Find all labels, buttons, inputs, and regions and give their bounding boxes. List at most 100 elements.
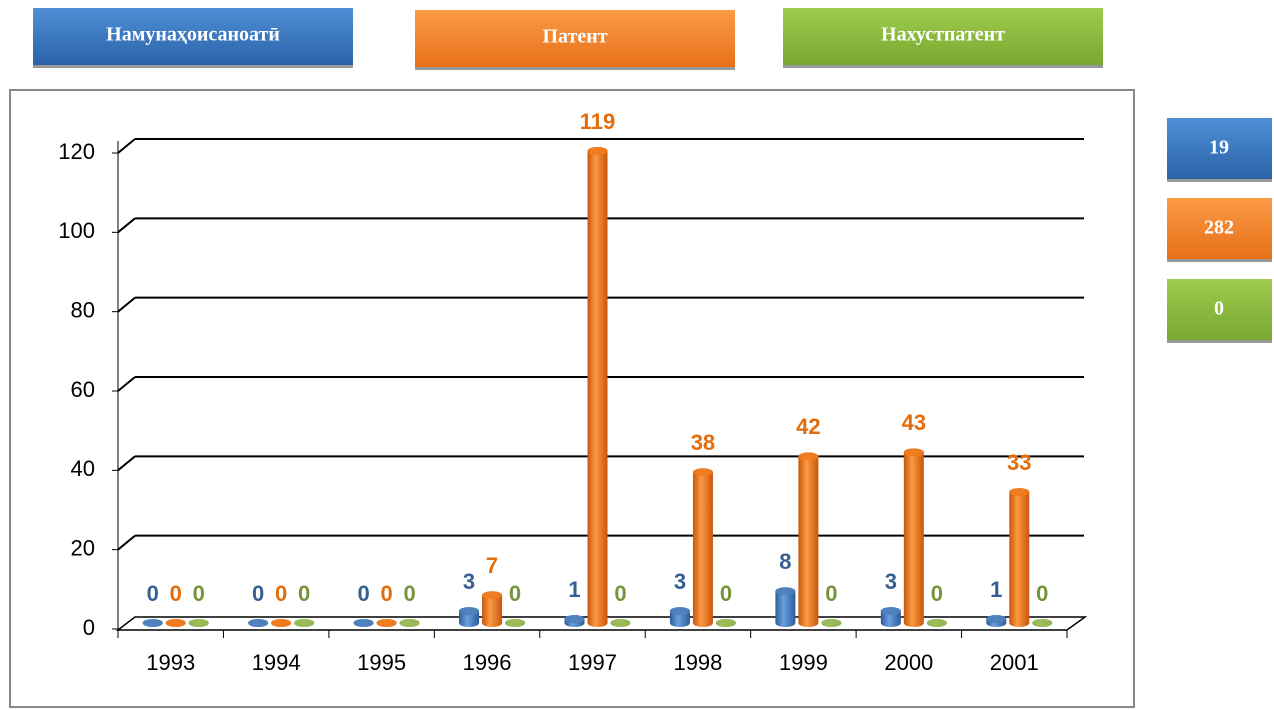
y-tick-label: 60: [71, 377, 95, 402]
bar-top: [715, 619, 736, 627]
y-tick-label: 80: [71, 297, 95, 322]
data-label: 7: [486, 553, 498, 578]
data-label: 0: [193, 581, 205, 606]
bar-top: [926, 619, 947, 627]
x-tick-label: 1993: [146, 650, 195, 675]
bar-top: [587, 146, 608, 155]
bar-top: [376, 619, 397, 627]
x-tick-label: 1999: [779, 650, 828, 675]
total-box: [1167, 198, 1272, 259]
grid-line: [117, 376, 136, 392]
data-label: 0: [931, 581, 943, 606]
data-label: 33: [1007, 450, 1031, 475]
grid-line: [117, 534, 136, 551]
bar-top: [669, 607, 690, 616]
total-shadow: [1167, 258, 1272, 262]
grid-line: [117, 217, 136, 234]
bar-top: [1009, 488, 1030, 497]
data-label: 0: [275, 581, 287, 606]
data-label: 42: [796, 414, 820, 439]
bar-top: [1032, 619, 1053, 627]
bar-top: [165, 619, 186, 627]
data-label: 0: [509, 581, 521, 606]
data-label: 0: [403, 581, 415, 606]
bar: [482, 591, 503, 627]
data-label: 43: [902, 410, 926, 435]
bar-top: [353, 619, 374, 627]
total-shadow: [1167, 339, 1272, 343]
data-label: 0: [380, 581, 392, 606]
bar-top: [798, 452, 819, 461]
grid-line: [117, 138, 136, 154]
bar: [587, 146, 608, 627]
data-label: 0: [298, 581, 310, 606]
data-label: 8: [779, 549, 791, 574]
bar-top: [692, 468, 713, 477]
data-label: 0: [252, 581, 264, 606]
data-label: 0: [170, 581, 182, 606]
legend-label: Нахустпатент: [881, 24, 1005, 46]
data-label: 0: [1036, 581, 1048, 606]
bar-top: [775, 587, 796, 596]
total-shadow: [1167, 178, 1272, 182]
data-label: 1: [568, 577, 580, 602]
bar-top: [248, 619, 269, 627]
y-tick-label: 100: [58, 218, 95, 243]
bar-top: [610, 619, 631, 627]
y-tick-label: 0: [83, 615, 95, 640]
bar-top: [294, 619, 315, 627]
bar-top: [399, 619, 420, 627]
data-label: 1: [990, 577, 1002, 602]
data-label: 38: [691, 430, 715, 455]
bar: [798, 452, 819, 627]
y-tick-label: 40: [71, 456, 95, 481]
bar-top: [986, 615, 1007, 624]
bar-top: [564, 615, 585, 624]
data-label: 119: [580, 109, 616, 134]
bar: [1009, 488, 1030, 628]
x-tick-label: 1995: [357, 650, 406, 675]
data-label: 3: [463, 569, 475, 594]
legend-shadow: [415, 66, 735, 70]
chart-frame: [9, 89, 1135, 708]
x-tick-label: 1997: [568, 650, 617, 675]
total-value: 282: [1204, 217, 1234, 239]
bar-top: [459, 607, 480, 616]
total-box: [1167, 118, 1272, 179]
bar-top: [880, 607, 901, 616]
bar-top: [271, 619, 292, 627]
legend-shadow: [783, 64, 1103, 68]
grid-line: [117, 455, 136, 472]
x-tick-label: 1996: [463, 650, 512, 675]
legend-label: Патент: [542, 26, 607, 48]
bar: [775, 587, 796, 627]
data-label: 0: [357, 581, 369, 606]
bar-top: [142, 619, 163, 627]
total-value: 0: [1214, 298, 1224, 320]
x-tick-label: 1994: [252, 650, 301, 675]
total-box: [1167, 279, 1272, 340]
bar-top: [821, 619, 842, 627]
data-label: 3: [674, 569, 686, 594]
bar-top: [505, 619, 526, 627]
x-tick-label: 2000: [884, 650, 933, 675]
legend-label: Намунаҳоисаноатӣ: [106, 24, 280, 46]
legend-shadow: [33, 64, 353, 68]
legend-button: [33, 8, 353, 65]
data-label: 0: [147, 581, 159, 606]
bar: [903, 448, 924, 627]
total-value: 19: [1209, 137, 1229, 159]
grid-line: [117, 296, 136, 313]
bar-top: [903, 448, 924, 457]
y-tick-label: 20: [71, 535, 95, 560]
legend-button: [415, 10, 735, 67]
bar-top: [482, 591, 503, 600]
x-tick-label: 1998: [673, 650, 722, 675]
bar-top: [188, 619, 209, 627]
x-tick-label: 2001: [990, 650, 1039, 675]
legend-button: [783, 8, 1103, 65]
data-label: 0: [825, 581, 837, 606]
data-label: 3: [885, 569, 897, 594]
data-label: 0: [614, 581, 626, 606]
